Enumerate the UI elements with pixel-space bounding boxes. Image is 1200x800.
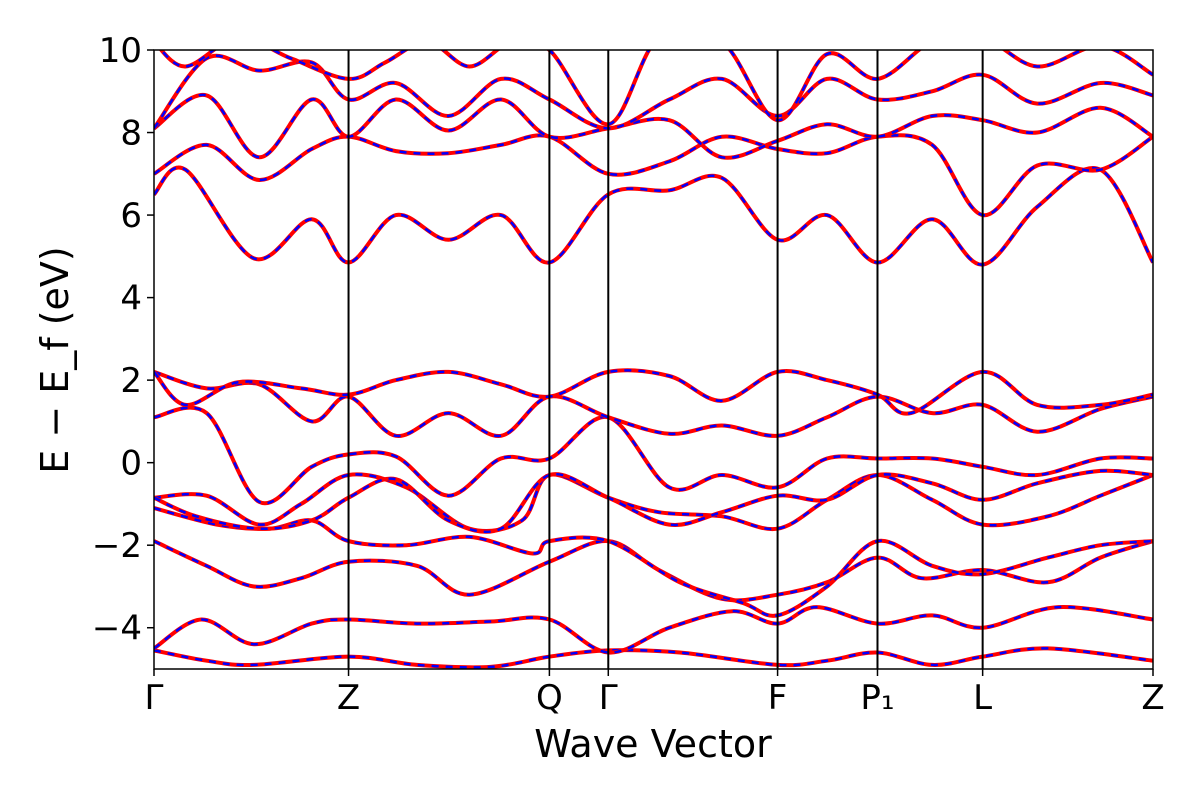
y-axis-label: E − E_f (eV) — [33, 246, 77, 474]
kpoint-divider-lines — [347, 50, 984, 669]
band-line-dashed-13 — [154, 54, 1153, 130]
x-tick-label-5: P₁ — [860, 678, 894, 718]
y-tick-label-2: 0 — [120, 444, 142, 484]
band-line-14 — [158, 50, 1153, 127]
x-tick-label-0: Γ — [145, 678, 164, 718]
y-axis-ticks: −4 −2 0 2 4 6 8 10 — [92, 31, 154, 649]
x-tick-label-4: F — [768, 678, 788, 718]
x-tick-label-2: Q — [536, 678, 563, 718]
y-tick-label-1: −2 — [92, 526, 142, 566]
band-line-dashed-4 — [154, 506, 1153, 618]
band-line-dashed-6 — [154, 469, 1153, 534]
plot-frame — [153, 49, 1154, 670]
band-line-dashed-1 — [154, 647, 1153, 669]
bands-layer — [154, 50, 1153, 669]
band-line-dashed-7 — [154, 406, 1153, 505]
x-tick-label-6: L — [973, 678, 992, 718]
x-axis-label: Wave Vector — [534, 722, 772, 766]
band-line-dashed-3 — [154, 539, 1153, 602]
y-tick-label-7: 10 — [99, 31, 142, 71]
y-tick-label-6: 8 — [120, 114, 142, 154]
y-tick-label-4: 4 — [120, 279, 142, 319]
band-line-dashed-2 — [154, 605, 1153, 654]
x-tick-label-3: Γ — [599, 678, 618, 718]
y-tick-label-0: −4 — [92, 609, 142, 649]
x-tick-label-1: Z — [337, 678, 360, 718]
x-axis-ticks: Γ Z Q Γ F P₁ L Z — [145, 669, 1165, 718]
y-tick-label-3: 2 — [120, 361, 142, 401]
y-tick-label-5: 6 — [120, 196, 142, 236]
band-line-dashed-5 — [154, 473, 1153, 533]
x-tick-label-7: Z — [1141, 678, 1164, 718]
